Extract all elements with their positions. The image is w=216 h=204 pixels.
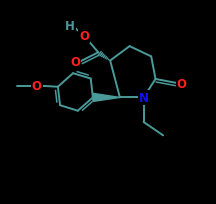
Text: H: H <box>65 20 75 33</box>
Text: N: N <box>139 91 149 104</box>
Text: O: O <box>79 30 89 43</box>
Polygon shape <box>93 94 120 102</box>
Text: O: O <box>177 77 187 90</box>
Text: O: O <box>70 56 80 69</box>
Text: O: O <box>32 80 42 93</box>
